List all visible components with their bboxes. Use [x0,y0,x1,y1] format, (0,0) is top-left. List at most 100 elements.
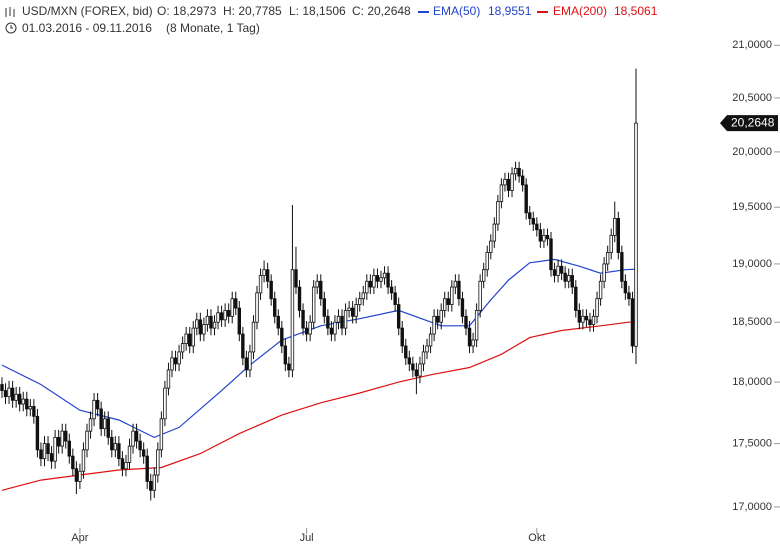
candle-body [131,430,135,447]
x-tick-label: Okt [528,532,545,544]
candle-body [584,315,589,321]
candle-body [446,298,450,305]
candle-body [407,357,412,365]
candle-body [280,327,284,347]
candle-body [60,430,64,447]
candle-body [49,453,54,462]
header-high: H: 20,7785 [223,4,282,18]
candle-body [226,310,231,317]
candle-body [32,406,36,417]
candle-body [10,387,15,401]
candle-body [503,178,507,186]
candle-body [506,178,511,191]
candle-body [531,218,535,225]
candle-body [428,333,433,347]
candle-body [552,269,557,276]
candle-body [340,315,344,329]
candle-body [616,218,620,253]
candle-body [358,298,362,305]
candle-body [191,327,195,347]
candle-body [110,436,114,451]
candle-body [134,430,139,442]
candle-body [489,240,493,253]
candle-body [400,327,404,347]
candle-body [95,399,100,410]
candle-body [520,175,525,186]
candle-body [368,280,373,288]
candle-body [127,445,132,463]
candle-body [106,418,110,438]
candle-body [255,292,259,323]
candle-body [283,345,288,365]
candle-body [241,333,245,359]
candle-body [492,223,497,242]
candle-body [180,343,185,353]
candle-body [46,443,50,455]
candle-body [223,310,227,321]
header-close: C: 20,2648 [352,4,411,18]
candle-body [248,351,252,371]
candle-body [103,418,107,430]
x-tick-label: Apr [71,532,88,544]
candle-body [28,406,33,410]
candle-body [343,310,348,329]
candle-body [145,455,149,482]
candle-body [184,333,188,344]
candle-body [563,272,567,282]
candle-body [78,470,82,482]
y-tick-label: 20,0000 [732,146,772,158]
candle-body [297,286,302,311]
candle-body [195,319,199,329]
date-range: 01.03.2016 - 09.11.2016 [22,21,152,35]
candle-body [499,184,504,203]
candle-body [634,122,638,347]
candle-body [202,324,206,335]
y-tick-label: 19,0000 [732,258,772,270]
candle-body [538,229,543,242]
candle-body [460,298,465,317]
candle-body [14,393,18,401]
candle-body [559,265,564,274]
y-tick-label: 19,5000 [732,201,772,213]
candle-body [290,269,295,371]
candle-body [396,304,401,329]
candle-body [595,298,599,317]
candle-body [549,238,553,271]
candle-body [85,430,89,451]
candle-body [570,275,574,288]
header-icon [5,7,15,17]
candle-body [71,455,75,470]
candle-body [311,286,316,323]
candle-body [375,275,380,282]
candle-body [474,310,479,341]
candle-body [269,280,273,300]
ema-line [1,320,637,491]
candle-body [301,310,305,329]
candle-body [216,312,220,323]
candle-body [598,280,603,300]
candle-body [567,275,571,282]
candle-body [219,312,224,321]
price-tag-label: 20,2648 [731,115,775,129]
candle-body [149,480,153,491]
candle-body [379,277,383,282]
candle-body [7,387,11,398]
candle-body [198,319,203,335]
header-low: L: 18,1506 [289,4,346,18]
header-title: USD/MXN (FOREX, bid) [22,4,153,18]
candle-body [35,415,40,451]
candle-body [605,252,610,265]
candle-body [326,315,330,329]
candle-body [421,351,426,365]
candle-body [588,319,592,325]
candle-body [124,462,128,470]
y-tick-label: 17,0000 [732,501,772,513]
candle-body [99,408,103,430]
candle-body [457,280,461,300]
candle-body [496,201,500,225]
candle-body [21,398,25,405]
candle-body [170,357,174,371]
candle-body [630,298,635,347]
candle-body [67,440,71,457]
